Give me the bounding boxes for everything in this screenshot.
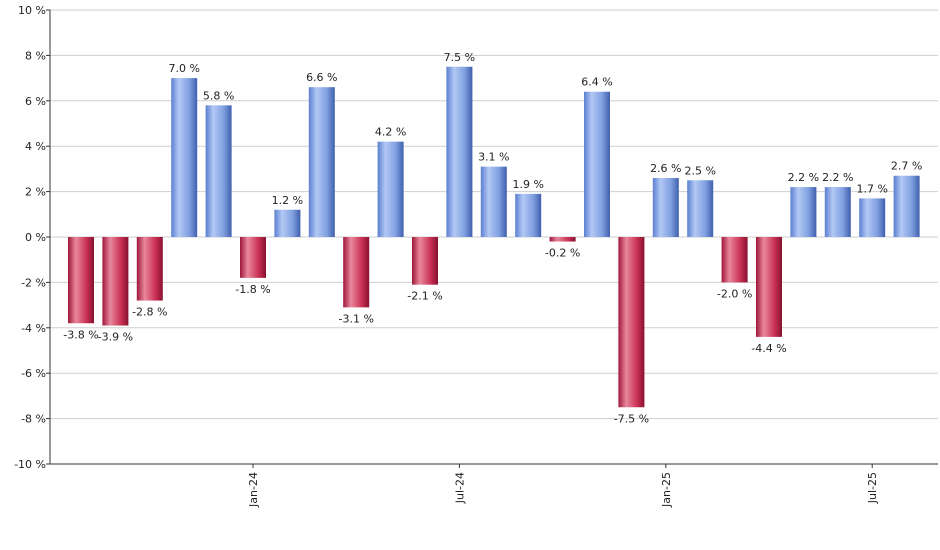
bar: [824, 187, 851, 237]
x-tick-label: Jan-24: [247, 472, 260, 508]
x-tick-label: Jan-25: [660, 472, 673, 508]
bar: [102, 237, 129, 326]
bar-value-label: -2.1 %: [407, 290, 442, 303]
bar-value-label: 2.2 %: [822, 171, 853, 184]
bar: [446, 66, 473, 237]
bar: [274, 209, 301, 237]
data-labels: -3.8 %-3.9 % -2.8 % 7.0 % 5.8 % -1.8 % 1.2 % 6…: [63, 51, 922, 426]
bar-value-label: -3.8 %: [63, 328, 98, 341]
bar: [343, 237, 370, 308]
bar-value-label: 4.2 %: [375, 126, 406, 139]
y-tick-label: -2 %: [21, 276, 46, 289]
bars: [68, 66, 920, 408]
bar-value-label: 7.5 %: [444, 51, 475, 64]
bar-value-label: 6.6 %: [306, 71, 337, 84]
bar: [171, 78, 198, 237]
bar: [136, 237, 163, 301]
bar: [790, 187, 817, 237]
y-tick-label: 10 %: [18, 4, 46, 17]
y-axis-tick-labels: 10 % 8 % 6 % 4 % 2 % 0 % -2 % -4 % -6 % -8 % -10 %: [14, 4, 46, 471]
bar: [549, 237, 576, 242]
x-tick-label: Jul-24: [453, 472, 466, 504]
bar: [618, 237, 645, 408]
x-tick-label: Jul-25: [866, 472, 879, 504]
bar-value-label: 7.0 %: [168, 62, 199, 75]
bar: [756, 237, 782, 337]
y-tick-label: -8 %: [21, 413, 46, 426]
bar: [240, 237, 266, 278]
x-axis-tick-labels: Jan-24 Jul-24 Jan-25 Jul-25: [247, 464, 879, 508]
bar-value-label: -3.9 %: [98, 331, 133, 344]
bar-value-label: 2.7 %: [891, 160, 922, 173]
bar-value-label: 1.9 %: [512, 178, 543, 191]
bar: [652, 177, 679, 237]
bar-value-label: -7.5 %: [614, 412, 649, 425]
y-tick-label: 6 %: [25, 95, 46, 108]
bar: [859, 198, 886, 237]
y-tick-label: -6 %: [21, 367, 46, 380]
y-tick-label: 4 %: [25, 140, 46, 153]
bar-value-label: -1.8 %: [235, 283, 270, 296]
y-tick-label: 0 %: [25, 231, 46, 244]
bar: [584, 91, 610, 237]
bar-value-label: 1.7 %: [856, 182, 887, 195]
bar: [480, 166, 507, 237]
bar-value-label: 1.2 %: [272, 194, 303, 207]
bar-value-label: 2.5 %: [684, 164, 715, 177]
y-tick-label: 8 %: [25, 49, 46, 62]
bar: [377, 141, 404, 237]
y-tick-label: 2 %: [25, 186, 46, 199]
bar: [205, 105, 232, 237]
bar: [308, 87, 335, 238]
bar-value-label: -2.8 %: [132, 306, 167, 319]
bar: [68, 237, 94, 324]
bar-value-label: -3.1 %: [338, 312, 373, 325]
bar: [687, 180, 714, 237]
bar-value-label: 6.4 %: [581, 76, 612, 89]
bar-value-label: 3.1 %: [478, 151, 509, 164]
axes: [49, 10, 938, 465]
y-tick-label: -4 %: [21, 322, 46, 335]
bar: [721, 237, 748, 283]
bar: [412, 237, 438, 285]
bar-value-label: 2.6 %: [650, 162, 681, 175]
bar: [515, 193, 542, 237]
bar: [893, 175, 920, 237]
bar-value-label: 5.8 %: [203, 89, 234, 102]
bar-value-label: -2.0 %: [717, 287, 752, 300]
y-tick-label: -10 %: [14, 458, 46, 471]
bar-value-label: -0.2 %: [545, 247, 580, 260]
bar-value-label: 2.2 %: [788, 171, 819, 184]
bar-value-label: -4.4 %: [751, 342, 786, 355]
